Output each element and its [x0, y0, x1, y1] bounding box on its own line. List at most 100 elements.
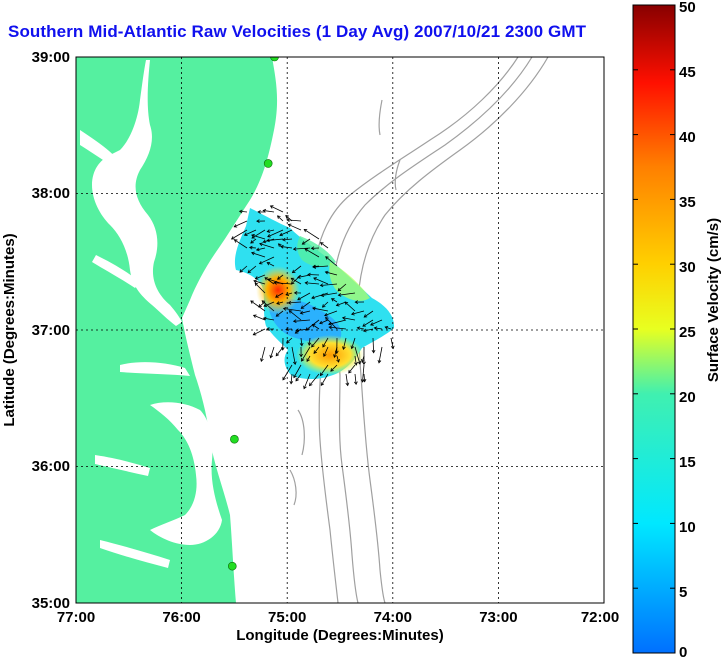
x-tick-label: 74:00 [374, 609, 412, 626]
velocity-vector-head [362, 378, 367, 383]
velocity-vector-head [282, 376, 286, 381]
velocity-vector [297, 292, 311, 301]
velocity-vector-head [297, 296, 301, 301]
velocity-vector-head [289, 380, 294, 385]
velocity-hotspot [256, 266, 300, 314]
velocity-vector [313, 265, 329, 268]
velocity-vector-head [291, 269, 296, 274]
axes-frame [75, 56, 605, 604]
velocity-vector [320, 283, 338, 286]
velocity-vector [304, 248, 320, 258]
velocity-vector [283, 308, 302, 312]
velocity-vector-head [267, 234, 271, 238]
velocity-vector-head [257, 210, 261, 214]
velocity-vector-head [299, 310, 304, 315]
velocity-vector-head [324, 312, 328, 317]
velocity-vector-head [357, 361, 362, 365]
velocity-vector [288, 224, 302, 231]
velocity-vector [251, 234, 266, 240]
sound-inlet [100, 540, 170, 568]
velocity-vector [244, 229, 257, 236]
velocity-vector-head [262, 208, 267, 213]
velocity-vector [370, 319, 383, 326]
velocity-vector-head [371, 349, 376, 354]
velocity-vector [231, 229, 248, 240]
velocity-vector [234, 239, 248, 249]
velocity-vector [362, 319, 374, 327]
colorbar-tick-label: 5 [679, 584, 687, 601]
velocity-vector-head [319, 320, 323, 325]
velocity-vector-head [351, 311, 355, 316]
velocity-vector [348, 364, 356, 374]
velocity-vector-head [323, 353, 327, 357]
velocity-vector-head [313, 350, 317, 354]
velocity-vector [253, 314, 266, 321]
velocity-vector-head [293, 374, 297, 379]
velocity-vector-head [286, 339, 290, 344]
velocity-vector [297, 274, 311, 278]
velocity-vector-head [336, 359, 340, 363]
velocity-vector [255, 274, 266, 280]
velocity-vector-head [299, 342, 304, 347]
velocity-vector [291, 277, 302, 285]
colorbar-tick-label: 25 [679, 324, 696, 341]
y-tick-label: 38:00 [32, 185, 70, 202]
velocity-vector [338, 292, 356, 296]
colorbar-tick-label: 15 [679, 454, 696, 471]
velocity-vector-head [304, 281, 309, 285]
velocity-vector [345, 373, 349, 386]
velocity-vector-head [341, 316, 346, 321]
radar-station [270, 57, 279, 62]
velocity-vector [385, 326, 392, 330]
velocity-vector-head [362, 361, 366, 366]
colorbar-tick-label: 20 [679, 389, 696, 406]
velocity-vector-head [325, 256, 329, 260]
velocity-vector [351, 337, 356, 349]
velocity-vector [293, 319, 311, 322]
velocity-vector-head [259, 242, 263, 247]
radar-stations [227, 57, 279, 571]
velocity-vector [363, 373, 366, 382]
velocity-vector [263, 317, 275, 321]
velocity-vector-head [362, 328, 367, 333]
velocity-vector [363, 310, 374, 318]
velocity-vector-head [260, 358, 264, 362]
velocity-vector [311, 337, 320, 348]
colorbar-label: Surface Velocity (cm/s) [705, 218, 722, 382]
velocity-vector-head [304, 248, 309, 252]
velocity-vector-head [243, 232, 248, 236]
x-axis: 77:00 76:00 75:00 74:00 73:00 72:00 Long… [57, 609, 619, 644]
velocity-vector-head [303, 385, 307, 390]
velocity-vector-head [263, 303, 268, 308]
colorbar-gradient [632, 4, 676, 654]
velocity-vector-head [277, 243, 282, 247]
colorbar-tick-label: 50 [679, 0, 696, 16]
velocity-vector-head [287, 300, 292, 305]
velocity-vector [324, 310, 338, 316]
grid-lines [76, 57, 604, 603]
velocity-vector [374, 327, 383, 330]
velocity-vector-head [307, 342, 312, 346]
velocity-vector [308, 337, 311, 346]
velocity-vector-head [319, 372, 324, 377]
velocity-vector-head [348, 369, 352, 374]
velocity-vector [270, 346, 275, 358]
velocity-vector-head [251, 251, 255, 256]
velocity-vector-head [253, 279, 257, 284]
velocity-vector [329, 326, 347, 330]
velocity-vector [234, 220, 248, 228]
velocity-vector [239, 265, 248, 273]
x-tick-label: 75:00 [268, 609, 306, 626]
velocity-vector [259, 256, 275, 265]
velocity-vector-head [363, 314, 368, 318]
velocity-vector-head [333, 354, 337, 358]
velocity-vector-head [354, 300, 359, 304]
velocity-vector-head [321, 304, 326, 308]
velocity-vector-head [345, 382, 350, 387]
x-tick-label: 72:00 [581, 609, 619, 626]
velocity-vector [239, 210, 248, 213]
velocity-vector [261, 300, 275, 312]
velocity-vector-head [247, 269, 252, 274]
velocity-vector [266, 238, 284, 241]
velocity-vector-head [293, 291, 298, 295]
